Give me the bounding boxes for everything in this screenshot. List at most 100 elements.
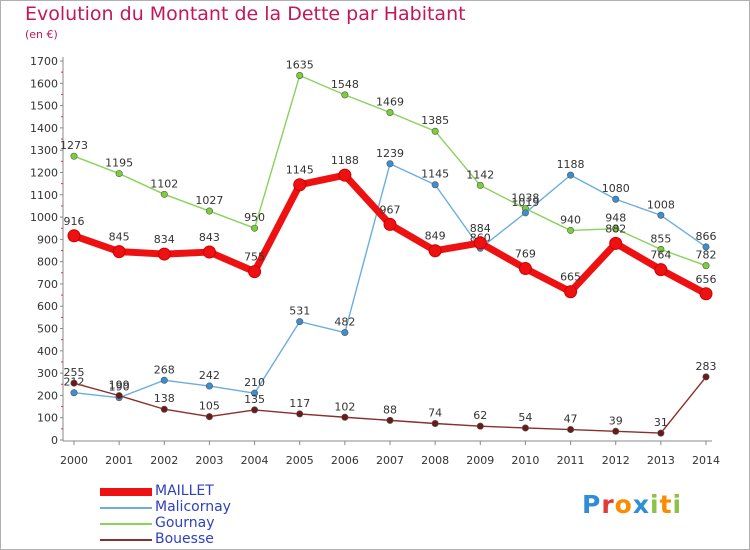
data-label-bouesse: 74 (428, 407, 442, 420)
data-point-gournay (296, 71, 304, 79)
data-point-malicornay (567, 171, 575, 179)
data-label-gournay: 1142 (466, 168, 494, 181)
y-tick-label: 0 (51, 434, 58, 447)
data-label-gournay: 1273 (60, 139, 88, 152)
data-point-bouesse (521, 424, 529, 432)
logo-letter: t (659, 490, 673, 519)
data-label-malicornay: 1080 (602, 182, 630, 195)
data-label-malicornay: 531 (289, 305, 310, 318)
logo-letter: i (650, 490, 660, 519)
data-label-malicornay: 1008 (647, 198, 675, 211)
y-tick-label: 1000 (30, 211, 58, 224)
y-tick-label: 1500 (30, 100, 58, 113)
data-point-bouesse (612, 427, 620, 435)
data-point-maillet (428, 244, 442, 258)
data-point-gournay (70, 152, 78, 160)
x-tick-label: 2010 (511, 454, 539, 467)
y-tick-label: 1200 (30, 166, 58, 179)
data-point-bouesse (251, 406, 259, 414)
data-label-bouesse: 283 (696, 360, 717, 373)
data-label-malicornay: 1188 (557, 158, 585, 171)
data-label-maillet: 916 (64, 215, 85, 228)
logo-letter: o (614, 490, 633, 519)
data-label-malicornay: 1145 (421, 168, 449, 181)
data-label-maillet: 967 (380, 203, 401, 216)
data-label-bouesse: 255 (64, 366, 85, 379)
data-point-malicornay (702, 243, 710, 251)
legend-swatch-malicornay (100, 507, 152, 509)
data-label-maillet: 755 (244, 251, 265, 264)
data-label-malicornay: 268 (154, 363, 175, 376)
x-tick-label: 2008 (421, 454, 449, 467)
y-tick-label: 1600 (30, 77, 58, 90)
data-label-maillet: 884 (470, 222, 491, 235)
data-point-bouesse (160, 405, 168, 413)
data-label-bouesse: 102 (334, 400, 355, 413)
y-tick-label: 900 (37, 233, 58, 246)
y-tick-label: 600 (37, 300, 58, 313)
x-tick-label: 2002 (150, 454, 178, 467)
data-point-malicornay (70, 389, 78, 397)
data-label-bouesse: 135 (244, 393, 265, 406)
data-label-maillet: 845 (109, 231, 130, 244)
logo-letter: i (672, 490, 683, 519)
legend-swatch-bouesse (100, 539, 152, 541)
data-label-gournay: 1102 (150, 177, 178, 190)
chart-subtitle: (en €) (25, 28, 58, 41)
data-point-maillet (609, 236, 623, 250)
data-point-bouesse (115, 392, 123, 400)
data-point-bouesse (296, 410, 304, 418)
data-point-gournay (251, 224, 259, 232)
data-point-gournay (702, 262, 710, 270)
y-tick-label: 500 (37, 323, 58, 336)
data-point-maillet (112, 245, 126, 259)
x-tick-label: 2006 (331, 454, 359, 467)
data-label-bouesse: 62 (473, 409, 487, 422)
y-tick-label: 400 (37, 345, 58, 358)
logo-letter: P (582, 490, 602, 519)
data-point-bouesse (386, 416, 394, 424)
data-label-bouesse: 105 (199, 400, 220, 413)
legend-label-gournay: Gournay (155, 515, 215, 531)
data-label-malicornay: 190 (109, 381, 130, 394)
data-point-maillet (699, 287, 713, 301)
x-tick-label: 2007 (376, 454, 404, 467)
data-label-malicornay: 242 (199, 369, 220, 382)
data-label-malicornay: 866 (696, 230, 717, 243)
data-label-bouesse: 47 (564, 413, 578, 426)
data-point-gournay (476, 181, 484, 189)
data-point-gournay (341, 91, 349, 99)
data-label-maillet: 769 (515, 248, 536, 261)
data-label-maillet: 882 (605, 222, 626, 235)
chart-title: Evolution du Montant de la Dette par Hab… (25, 3, 466, 25)
y-tick-label: 1700 (30, 55, 58, 68)
data-label-maillet: 764 (650, 249, 671, 262)
x-tick-label: 2003 (195, 454, 223, 467)
y-tick-label: 700 (37, 278, 58, 291)
data-label-gournay: 1195 (105, 157, 133, 170)
data-label-bouesse: 31 (654, 416, 668, 429)
data-label-maillet: 849 (425, 230, 446, 243)
data-label-maillet: 665 (560, 271, 581, 284)
data-point-bouesse (476, 422, 484, 430)
x-tick-label: 2013 (647, 454, 675, 467)
data-point-malicornay (160, 376, 168, 384)
data-label-bouesse: 54 (518, 411, 532, 424)
data-point-malicornay (296, 318, 304, 326)
data-point-malicornay (657, 211, 665, 219)
legend-swatch-gournay (100, 523, 152, 525)
data-label-gournay: 948 (605, 212, 626, 225)
data-point-gournay (160, 190, 168, 198)
data-point-bouesse (205, 413, 213, 421)
data-point-maillet (383, 217, 397, 231)
data-label-malicornay: 210 (244, 376, 265, 389)
data-point-gournay (205, 207, 213, 215)
data-label-bouesse: 88 (383, 403, 397, 416)
y-tick-label: 100 (37, 412, 58, 425)
data-point-malicornay (251, 389, 259, 397)
data-point-maillet (564, 285, 578, 299)
data-label-maillet: 1145 (286, 164, 314, 177)
data-label-gournay: 1385 (421, 114, 449, 127)
